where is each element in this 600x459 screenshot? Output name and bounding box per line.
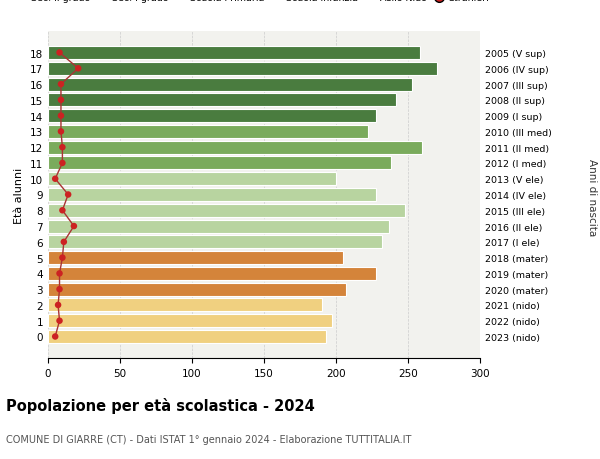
Bar bbox=[48, 236, 382, 249]
Point bbox=[55, 286, 64, 293]
Bar bbox=[48, 47, 419, 60]
Point bbox=[58, 254, 67, 262]
Bar bbox=[48, 63, 437, 76]
Point bbox=[50, 333, 60, 341]
Point bbox=[56, 97, 66, 104]
Text: Anni di nascita: Anni di nascita bbox=[587, 159, 597, 236]
Bar bbox=[48, 189, 376, 202]
Bar bbox=[48, 267, 376, 280]
Bar bbox=[48, 173, 336, 186]
Point bbox=[59, 239, 68, 246]
Bar bbox=[48, 330, 326, 343]
Point bbox=[55, 317, 64, 325]
Bar bbox=[48, 220, 389, 233]
Bar bbox=[48, 283, 346, 296]
Point bbox=[50, 176, 60, 183]
Bar bbox=[48, 141, 422, 154]
Point bbox=[53, 302, 63, 309]
Bar bbox=[48, 252, 343, 264]
Point bbox=[69, 223, 79, 230]
Bar bbox=[48, 157, 391, 170]
Y-axis label: Età alunni: Età alunni bbox=[14, 167, 25, 223]
Text: COMUNE DI GIARRE (CT) - Dati ISTAT 1° gennaio 2024 - Elaborazione TUTTITALIA.IT: COMUNE DI GIARRE (CT) - Dati ISTAT 1° ge… bbox=[6, 434, 412, 444]
Point bbox=[64, 191, 73, 199]
Legend: Sec. II grado, Sec. I grado, Scuola Primaria, Scuola Infanzia, Asilo Nido, Stran: Sec. II grado, Sec. I grado, Scuola Prim… bbox=[16, 0, 490, 4]
Bar bbox=[48, 314, 332, 327]
Text: Popolazione per età scolastica - 2024: Popolazione per età scolastica - 2024 bbox=[6, 397, 315, 413]
Point bbox=[56, 81, 66, 89]
Point bbox=[55, 50, 64, 57]
Bar bbox=[48, 94, 397, 107]
Point bbox=[58, 144, 67, 151]
Point bbox=[58, 207, 67, 214]
Point bbox=[55, 270, 64, 277]
Bar bbox=[48, 299, 322, 312]
Point bbox=[56, 129, 66, 136]
Bar bbox=[48, 204, 405, 217]
Bar bbox=[48, 110, 376, 123]
Point bbox=[73, 66, 83, 73]
Point bbox=[58, 160, 67, 167]
Bar bbox=[48, 126, 368, 139]
Bar bbox=[48, 78, 412, 91]
Point bbox=[56, 113, 66, 120]
